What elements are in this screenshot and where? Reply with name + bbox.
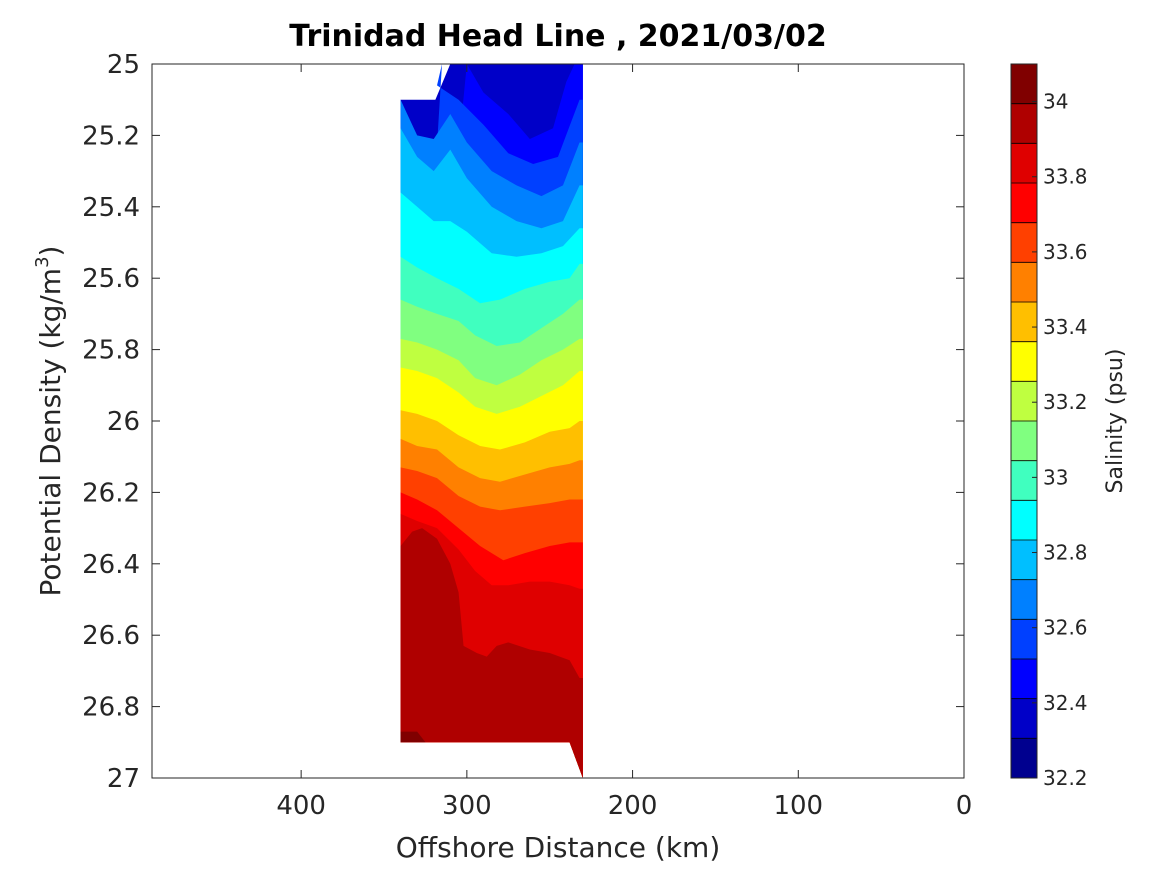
colorbar-band <box>1011 698 1037 739</box>
colorbar-label: Salinity (psu) <box>1103 349 1128 494</box>
y-tick-label: 26.6 <box>82 621 140 651</box>
colorbar-tick-label: 32.6 <box>1043 616 1088 640</box>
colorbar-band <box>1011 381 1037 422</box>
contour-band <box>400 528 583 778</box>
y-tick-label: 25.8 <box>82 336 140 366</box>
colorbar-band <box>1011 103 1037 144</box>
colorbar-tick-label: 33.2 <box>1043 390 1088 414</box>
colorbar-tick-label: 32.4 <box>1043 691 1088 715</box>
colorbar-tick-label: 33.8 <box>1043 165 1088 189</box>
y-tick-label: 26.2 <box>82 478 140 508</box>
colorbar-band <box>1011 619 1037 660</box>
y-axis-label: Potential Density (kg/m3) <box>32 246 67 597</box>
colorbar-band <box>1011 302 1037 343</box>
contour-band <box>500 64 567 97</box>
x-tick-label: 100 <box>773 791 823 821</box>
y-axis-ticks: 25 25.2 25.4 25.6 25.8 26 26.2 26.4 26.6 26.8 27 <box>82 50 964 794</box>
colorbar-tick-label: 33.6 <box>1043 240 1088 264</box>
colorbar-tick-label: 32.8 <box>1043 541 1088 565</box>
colorbar-band <box>1011 659 1037 700</box>
y-tick-label: 26.4 <box>82 550 140 580</box>
colorbar-band <box>1011 738 1037 779</box>
colorbar-band <box>1011 500 1037 541</box>
colorbar-band <box>1011 143 1037 184</box>
y-axis-label-superscript: 3 <box>32 256 53 267</box>
contour-fill-group <box>400 64 583 778</box>
x-tick-label: 300 <box>442 791 492 821</box>
colorbar-tick-label: 33 <box>1043 465 1068 489</box>
colorbar-band <box>1011 262 1037 303</box>
x-tick-label: 0 <box>956 791 973 821</box>
y-tick-label: 26.8 <box>82 693 140 723</box>
colorbar-band <box>1011 540 1037 581</box>
chart-title: Trinidad Head Line , 2021/03/02 <box>289 19 826 54</box>
y-tick-label: 26 <box>107 407 140 437</box>
y-tick-label: 25.6 <box>82 264 140 294</box>
y-tick-label: 25 <box>107 50 140 80</box>
x-axis-ticks: 400 300 200 100 0 <box>276 64 972 821</box>
contour-band <box>400 731 426 743</box>
colorbar-tick-label: 33.4 <box>1043 315 1088 339</box>
colorbar-tick-label: 32.2 <box>1043 766 1088 790</box>
x-tick-label: 400 <box>276 791 326 821</box>
colorbar-band <box>1011 183 1037 224</box>
x-tick-label: 200 <box>608 791 658 821</box>
colorbar-band <box>1011 421 1037 462</box>
x-axis-label: Offshore Distance (km) <box>396 831 721 864</box>
y-axis-label-main: Potential Density (kg/m <box>34 268 67 597</box>
colorbar-band <box>1011 222 1037 263</box>
colorbar-tick-label: 34 <box>1043 90 1068 114</box>
colorbar-frame <box>1010 63 1038 779</box>
colorbar-band <box>1011 579 1037 620</box>
colorbar-band <box>1011 341 1037 382</box>
colorbar-band <box>1011 460 1037 501</box>
y-tick-label: 27 <box>107 764 140 794</box>
colorbar-ticks: 32.2 32.4 32.6 32.8 33 33.2 33.4 33.6 33.8 34 <box>1032 90 1088 790</box>
colorbar <box>1011 64 1037 779</box>
colorbar-band <box>1011 64 1037 105</box>
y-axis-label-close: ) <box>34 246 67 257</box>
y-tick-label: 25.4 <box>82 193 140 223</box>
y-tick-label: 25.2 <box>82 121 140 151</box>
